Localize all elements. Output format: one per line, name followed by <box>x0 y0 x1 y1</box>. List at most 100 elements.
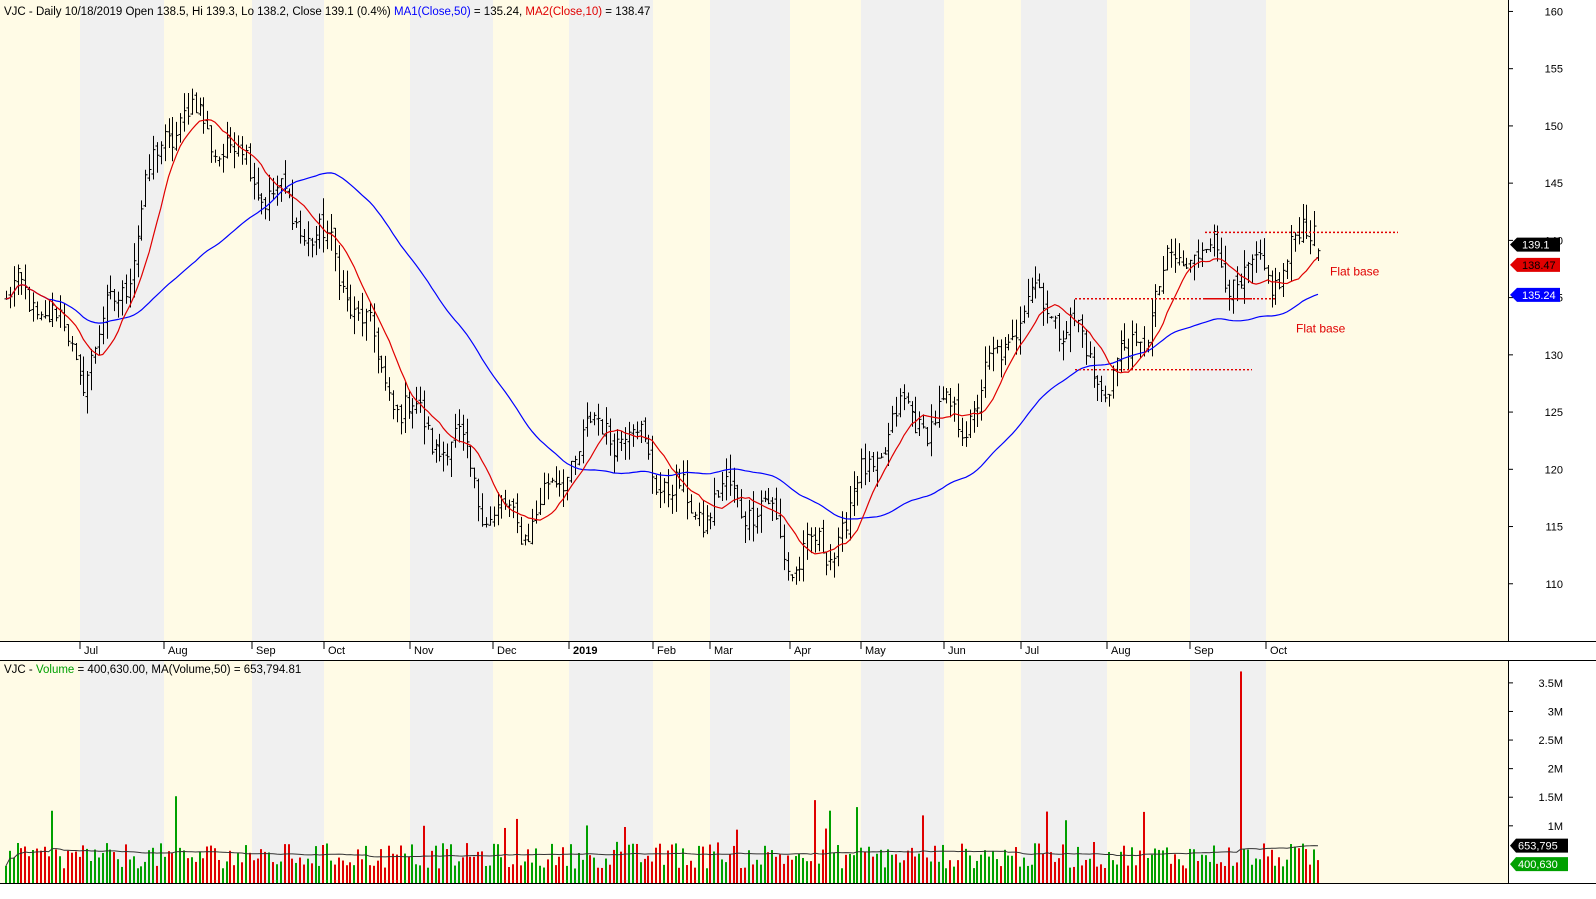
price-header-main: VJC - Daily 10/18/2019 Open 138.5, Hi 13… <box>4 6 391 18</box>
month-label: Jul <box>84 645 98 657</box>
volume-bar <box>1011 855 1013 883</box>
volume-bar <box>357 849 359 883</box>
volume-tick-label: 3.5M <box>1539 678 1563 690</box>
volume-bar <box>164 856 166 883</box>
volume-bar <box>779 854 781 883</box>
month-label: Jun <box>948 645 966 657</box>
volume-bar <box>1143 811 1145 883</box>
volume-bar <box>887 849 889 883</box>
flat-base-label: Flat base <box>1330 264 1380 278</box>
volume-bar <box>1271 849 1273 883</box>
volume-bar <box>218 859 220 883</box>
ma1-label: MA1(Close,50) <box>394 6 471 18</box>
month-band <box>861 0 944 641</box>
volume-last-tag: 400,630 <box>1518 859 1558 871</box>
volume-bar <box>605 858 607 883</box>
volume-bar <box>5 865 7 883</box>
y-tick-label: 145 <box>1545 178 1563 190</box>
volume-bar <box>531 862 533 883</box>
volume-bar <box>1027 865 1029 883</box>
month-label: Oct <box>1270 645 1287 657</box>
volume-header-value: = 400,630.00, MA(Volume,50) = 653,794.81 <box>78 664 302 676</box>
volume-bar <box>659 843 661 883</box>
volume-bar <box>636 843 638 883</box>
volume-bar <box>17 842 19 883</box>
volume-bar <box>253 860 255 883</box>
volume-bar <box>13 857 15 883</box>
volume-panel: 1M 1.5M 2M 2.5M 3M 3.5M VJC - Volume = 400,63… <box>0 660 1596 884</box>
volume-header-text: VJC - Volume = 400,630.00, MA(Volume,50)… <box>4 664 301 676</box>
volume-bar <box>268 852 270 883</box>
volume-bar <box>276 864 278 883</box>
volume-bar <box>1263 843 1265 883</box>
volume-bar <box>229 850 231 883</box>
volume-bar <box>764 845 766 883</box>
month-label: Aug <box>1111 645 1131 657</box>
volume-bar <box>106 843 108 883</box>
volume-last-tag-bg <box>1510 857 1568 872</box>
volume-bar <box>59 856 61 883</box>
volume-bar <box>620 851 622 883</box>
volume-bar <box>222 868 224 883</box>
volume-bar <box>168 851 170 883</box>
volume-bar <box>1240 671 1242 883</box>
volume-bar <box>980 854 982 883</box>
volume-bar <box>849 853 851 883</box>
volume-bar <box>1170 863 1172 883</box>
volume-bar <box>1213 845 1215 883</box>
volume-bar <box>806 861 808 883</box>
volume-bar <box>1193 849 1195 883</box>
volume-bar <box>1015 847 1017 883</box>
volume-bar <box>1209 861 1211 883</box>
volume-bar <box>856 807 858 883</box>
volume-bar <box>380 849 382 883</box>
ma2-label: MA2(Close,10) <box>525 6 602 18</box>
volume-bar <box>512 864 514 883</box>
volume-bar <box>628 844 630 883</box>
ma1-last-tag: 135.24 <box>1522 290 1556 302</box>
volume-bar <box>825 828 827 883</box>
volume-bar <box>1104 867 1106 883</box>
volume-bar <box>1182 865 1184 883</box>
volume-bar <box>346 865 348 883</box>
volume-month-bands <box>0 660 1596 884</box>
volume-bar <box>450 844 452 883</box>
month-band <box>410 0 493 641</box>
volume-bar <box>1139 850 1141 883</box>
volume-bar <box>930 861 932 883</box>
volume-bar <box>969 855 971 883</box>
volume-bar <box>795 856 797 883</box>
flat-base-annotations: Flat base Flat base <box>1075 231 1398 371</box>
month-label: Feb <box>657 645 676 657</box>
volume-header-label: Volume <box>36 664 74 676</box>
volume-bar <box>55 849 57 883</box>
volume-bar <box>137 868 139 883</box>
volume-bar <box>903 860 905 883</box>
volume-bar <box>1000 866 1002 883</box>
volume-bar <box>303 864 305 883</box>
volume-axis: 1M 1.5M 2M 2.5M 3M 3.5M <box>1508 678 1563 833</box>
volume-bar <box>706 868 708 883</box>
volume-bar <box>210 845 212 883</box>
volume-bar <box>1054 861 1056 883</box>
volume-bar <box>597 867 599 883</box>
volume-bar <box>613 849 615 883</box>
volume-bar <box>388 845 390 883</box>
volume-bar <box>353 865 355 883</box>
volume-bar <box>1135 865 1137 883</box>
volume-bar <box>938 861 940 883</box>
volume-bar <box>485 865 487 883</box>
volume-bar <box>566 865 568 883</box>
month-band <box>1190 660 1266 883</box>
volume-bar <box>67 850 69 883</box>
volume-bar <box>280 861 282 883</box>
volume-bar <box>435 845 437 883</box>
month-label: Jul <box>1025 645 1039 657</box>
volume-bar <box>1185 868 1187 883</box>
ma2-last-tag-bg <box>1510 257 1560 272</box>
volume-bar <box>644 858 646 883</box>
volume-bar <box>423 825 425 883</box>
volume-bar <box>992 850 994 883</box>
volume-bar <box>771 850 773 883</box>
volume-bar <box>876 853 878 883</box>
